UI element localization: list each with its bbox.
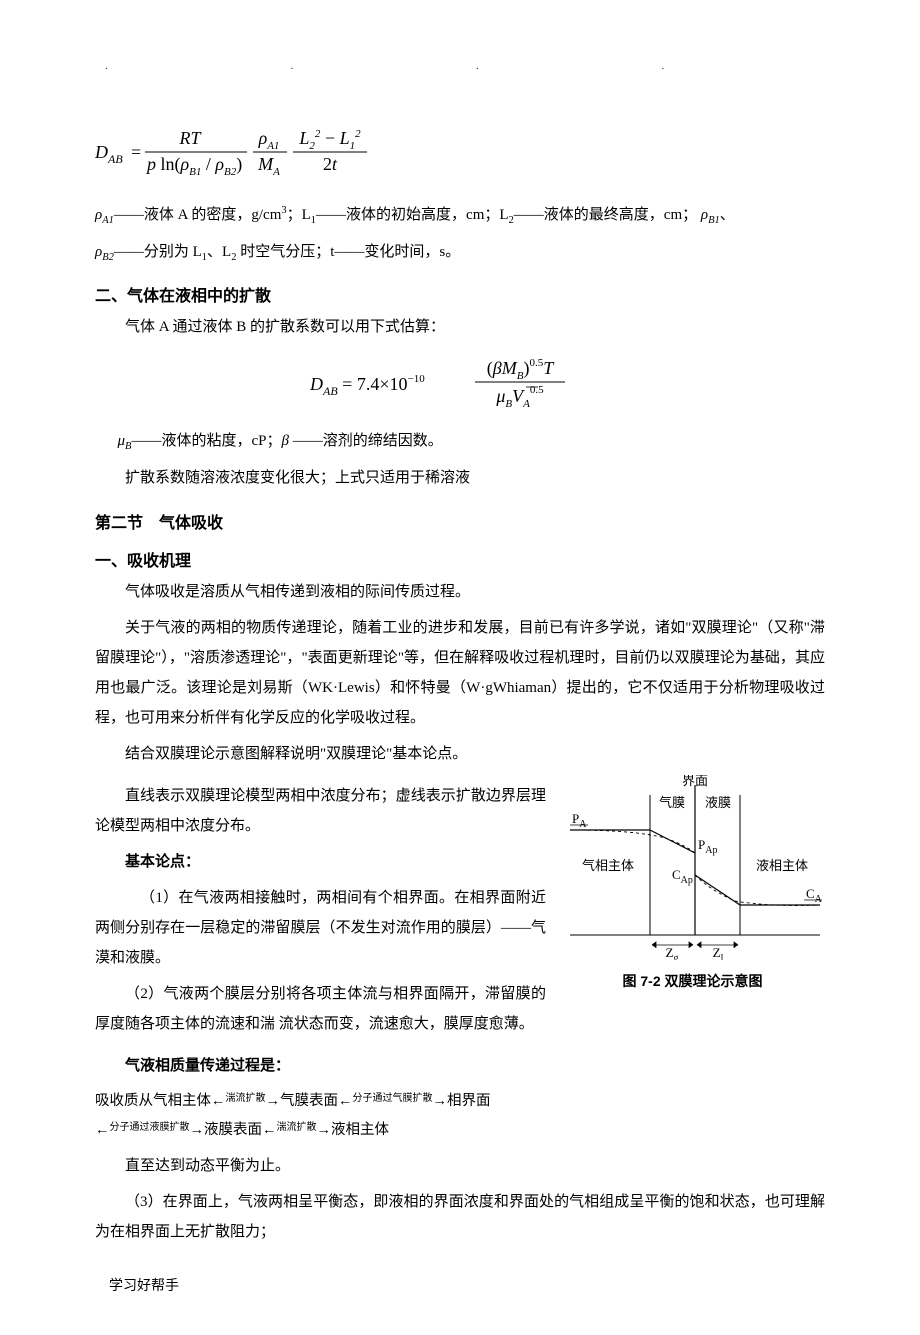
equation-1: DAB = RT p ln(ρB1 / ρB2) ρA1 MA L22 − L1… — [95, 122, 825, 182]
point-1: （1）在气液两相接触时，两相间有个相界面。在相界面附近两侧分别存在一层稳定的滞留… — [95, 883, 546, 973]
defs-line-2: ρB2——分别为 L1、L2 时空气分压；t——变化时间，s。 — [95, 237, 825, 268]
point-2: （2）气液两个膜层分别将各项主体流与相界面隔开，滞留膜的厚度随各项主体的流速和湍… — [95, 979, 546, 1039]
svg-text:液相主体: 液相主体 — [756, 858, 808, 873]
svg-text:(βMB)0.5T: (βMB)0.5T — [487, 357, 555, 382]
sec2-intro: 气体 A 通过液体 B 的扩散系数可以用下式估算： — [95, 312, 825, 342]
svg-text:液膜: 液膜 — [705, 795, 731, 810]
two-film-diagram: 界面 气膜 液膜 气相主体 液相主体 PA PAp CAp CA — [560, 775, 825, 960]
section-title-absorption: 第二节 气体吸收 — [95, 509, 825, 533]
svg-text:Zl: Zl — [713, 945, 724, 960]
equation-2: DAB = 7.4×10−10 (βMB)0.5T μBVA0.5 — [95, 354, 825, 414]
point-3: （3）在界面上，气液两相呈平衡态，即液相的界面浓度和界面处的气相组成呈平衡的饱和… — [95, 1187, 825, 1247]
svg-text:=: = — [131, 142, 141, 162]
mech-p1: 气体吸收是溶质从气相传递到液相的际间传质过程。 — [95, 577, 825, 607]
mech-p5: 直至达到动态平衡为止。 — [95, 1151, 825, 1181]
header-dots: . . . . — [95, 60, 825, 72]
svg-text:L22 − L12: L22 − L12 — [298, 128, 361, 152]
svg-text:p ln(ρB1 / ρB2): p ln(ρB1 / ρB2) — [145, 154, 242, 178]
points-title: 基本论点： — [95, 847, 546, 877]
svg-text:ρA1: ρA1 — [258, 128, 280, 152]
transfer-flow-line1: 吸收质从气相主体←湍流扩散→气膜表面←分子通过气膜扩散→相界面 — [95, 1087, 825, 1116]
svg-text:RT: RT — [178, 128, 202, 148]
svg-text:Zg: Zg — [666, 945, 679, 960]
heading-gas-liquid-diffusion: 二、气体在液相中的扩散 — [95, 282, 825, 306]
svg-text:CA: CA — [806, 886, 823, 905]
figure-caption: 图 7-2 双膜理论示意图 — [560, 971, 825, 991]
svg-text:界面: 界面 — [682, 775, 708, 788]
svg-text:DAB: DAB — [95, 142, 123, 166]
svg-text:μBVA0.5: μBVA0.5 — [495, 384, 544, 410]
svg-text:气膜: 气膜 — [659, 795, 685, 810]
svg-text:CAp: CAp — [672, 867, 693, 886]
svg-text:MA: MA — [257, 154, 280, 178]
transfer-title: 气液相质量传递过程是： — [95, 1051, 825, 1081]
defs2-line: μB——液体的粘度，cP；β ——溶剂的缔结因数。 — [95, 426, 825, 457]
mech-p3: 结合双膜理论示意图解释说明"双膜理论"基本论点。 — [95, 739, 825, 769]
svg-text:2t: 2t — [323, 154, 338, 174]
heading-mechanism: 一、吸收机理 — [95, 547, 825, 571]
mech-p4: 直线表示双膜理论模型两相中浓度分布；虚线表示扩散边界层理论模型两相中浓度分布。 — [95, 781, 546, 841]
svg-text:气相主体: 气相主体 — [582, 858, 634, 873]
mech-p2: 关于气液的两相的物质传递理论，随着工业的进步和发展，目前已有许多学说，诸如"双膜… — [95, 613, 825, 733]
transfer-flow-line2: ←分子通过液膜扩散→液膜表面←湍流扩散→液相主体 — [95, 1116, 825, 1145]
svg-text:PAp: PAp — [698, 837, 717, 856]
defs-line-1: ρA1——液体 A 的密度，g/cm3；L1——液体的初始高度，cm；L2——液… — [95, 200, 825, 231]
defs2-note: 扩散系数随溶液浓度变化很大；上式只适用于稀溶液 — [95, 463, 825, 493]
svg-text:DAB = 7.4×10−10: DAB = 7.4×10−10 — [310, 373, 425, 398]
svg-text:PA: PA — [572, 811, 587, 830]
page-footer: 学习好帮手 — [95, 1275, 825, 1295]
